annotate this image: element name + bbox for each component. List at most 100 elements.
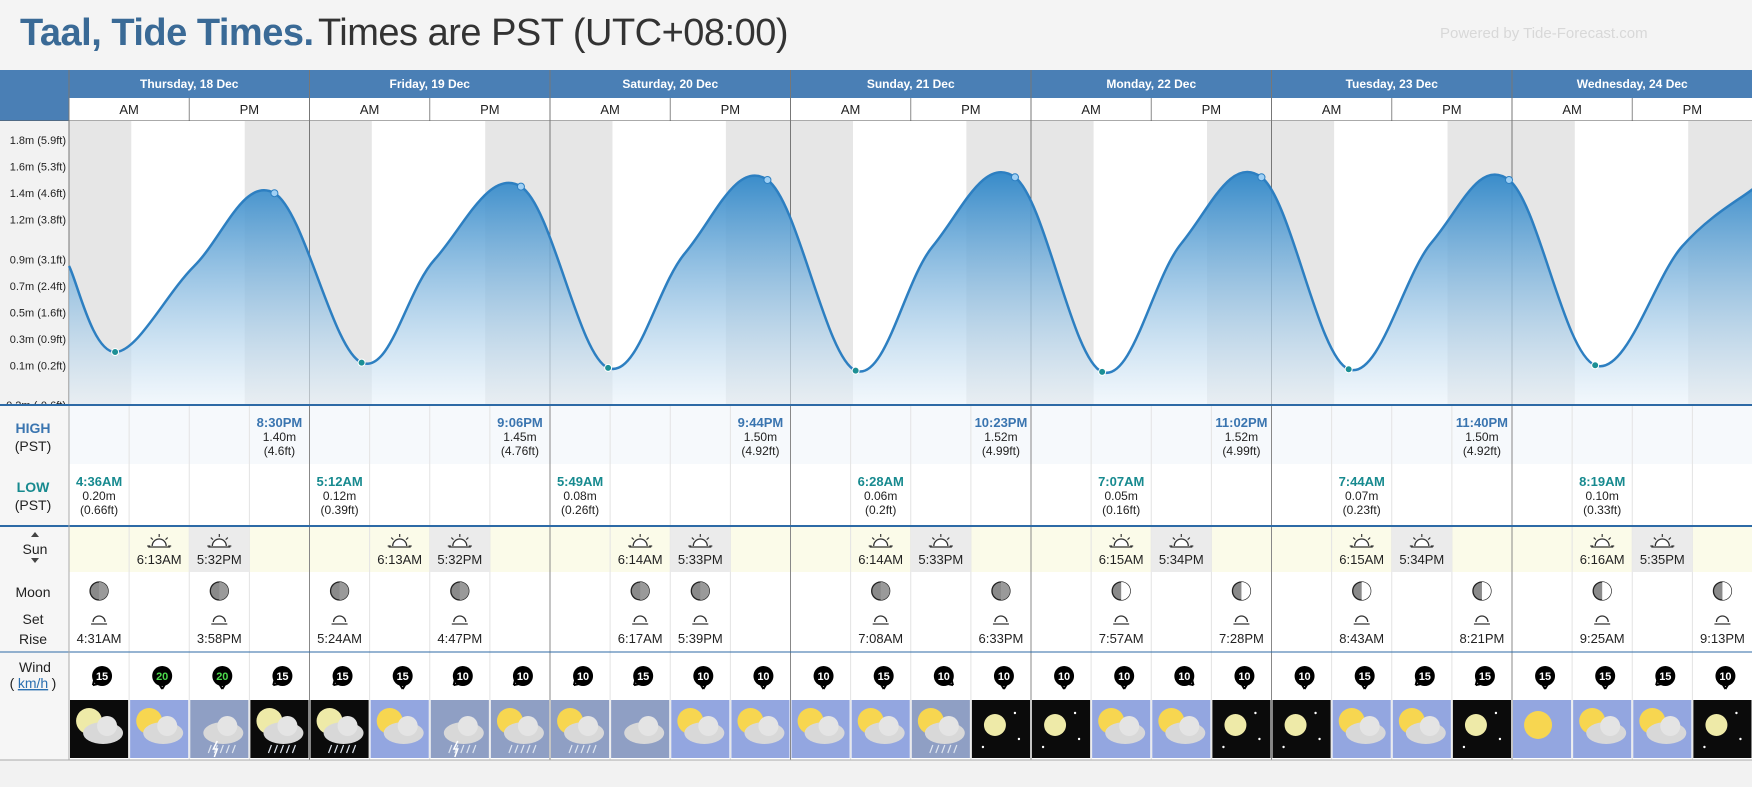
cloud-shape bbox=[517, 716, 538, 736]
cloud-shape bbox=[397, 716, 418, 736]
star bbox=[1462, 745, 1466, 749]
weather-clear-night-icon bbox=[1212, 700, 1271, 758]
sunset-icon bbox=[207, 534, 232, 548]
rain-drop bbox=[340, 744, 345, 754]
cloud-shape bbox=[1359, 716, 1380, 736]
rain-drop bbox=[586, 744, 591, 754]
wind-speed: 10 bbox=[1178, 671, 1190, 683]
weather-sun-cloud-icon bbox=[1332, 700, 1391, 758]
moon-set-time: 4:31AM bbox=[77, 631, 122, 646]
moon-rise-icon bbox=[692, 615, 709, 625]
sunrise-icon bbox=[1109, 534, 1134, 548]
wind-indicator: 15 bbox=[1535, 666, 1556, 690]
wind-speed: 15 bbox=[1539, 671, 1551, 683]
wind-unit-link[interactable]: km/h bbox=[18, 675, 48, 691]
moon-phase-icon bbox=[450, 581, 470, 601]
moon-lit-part bbox=[1361, 582, 1371, 600]
moon-lit-part bbox=[339, 582, 349, 600]
sunset-icon bbox=[928, 534, 953, 548]
moon-phase-icon bbox=[991, 581, 1011, 601]
moon-phase-icon bbox=[89, 581, 109, 601]
rain-drop bbox=[935, 744, 940, 754]
cloud-shape bbox=[1600, 716, 1621, 736]
sun-shape bbox=[1524, 711, 1553, 739]
rain-drop bbox=[580, 744, 585, 754]
high-time: 8:30PM bbox=[257, 415, 303, 430]
wind-arrow-icon bbox=[91, 679, 99, 687]
sun-ray bbox=[931, 537, 935, 541]
rain-drop bbox=[947, 744, 952, 754]
cloud-shape bbox=[698, 716, 719, 736]
y-tick-label: 1.8m (5.9ft) bbox=[10, 135, 66, 147]
moon-arc bbox=[1114, 615, 1128, 623]
high-height-ft: (4.76ft) bbox=[501, 444, 539, 458]
wind-speed: 15 bbox=[276, 671, 288, 683]
wind-arrow-icon bbox=[1187, 679, 1195, 687]
wind-dot bbox=[753, 666, 774, 686]
y-tick-label: 0.5m (1.6ft) bbox=[10, 307, 66, 319]
high-height-ft: (4.6ft) bbox=[264, 444, 295, 458]
moon-set-time: 7:08AM bbox=[858, 631, 903, 646]
day-header-bar bbox=[0, 70, 1752, 98]
moon-set-time: 8:43AM bbox=[1339, 631, 1384, 646]
moon-rise-time: 4:47PM bbox=[437, 631, 482, 646]
weather-clear-night-icon bbox=[1452, 700, 1511, 758]
rain-drop bbox=[267, 744, 272, 754]
weather-overcast-icon bbox=[611, 700, 670, 758]
moon-set-time: 6:17AM bbox=[618, 631, 663, 646]
moon-phase-icon bbox=[1472, 581, 1492, 601]
wind-indicator: 10 bbox=[993, 666, 1014, 690]
y-axis-panel bbox=[0, 121, 69, 405]
cloud-shape bbox=[1179, 716, 1200, 736]
wind-indicator: 20 bbox=[212, 666, 233, 690]
rain-drop bbox=[352, 744, 357, 754]
weather-clear-night-icon bbox=[971, 700, 1030, 758]
star bbox=[1739, 737, 1742, 741]
star bbox=[1077, 737, 1081, 741]
low-row bbox=[0, 464, 1752, 526]
day-label: Thursday, 18 Dec bbox=[140, 77, 239, 91]
sun-ray bbox=[450, 537, 454, 541]
am-label: AM bbox=[1081, 102, 1101, 117]
wind-speed: 10 bbox=[757, 671, 769, 683]
sunrise-time: 6:13AM bbox=[137, 552, 182, 567]
moon-lit-part bbox=[1481, 582, 1491, 600]
rain-drop bbox=[328, 744, 333, 754]
weather-clear-day-icon bbox=[1513, 700, 1572, 758]
sun-ray bbox=[390, 537, 394, 541]
moon-set-icon bbox=[91, 615, 108, 625]
weather-rain-night-icon bbox=[250, 700, 309, 758]
wind-arrow-icon bbox=[946, 679, 954, 687]
weather-sun-cloud-icon bbox=[1573, 700, 1632, 758]
moon-lit-part bbox=[1121, 582, 1131, 600]
moon-arc bbox=[1355, 615, 1369, 623]
weather-storm-icon bbox=[430, 700, 489, 758]
low-time: 7:44AM bbox=[1339, 474, 1385, 489]
wind-dot bbox=[212, 666, 233, 686]
weather-clear-night-icon bbox=[1693, 700, 1752, 758]
moon-set-time: 9:25AM bbox=[1580, 631, 1625, 646]
star bbox=[981, 745, 985, 749]
cloud-shape bbox=[337, 716, 358, 736]
sunset-icon bbox=[1409, 534, 1434, 548]
wind-speed: 10 bbox=[1238, 671, 1250, 683]
high-height-ft: (4.92ft) bbox=[1463, 444, 1501, 458]
day-label: Tuesday, 23 Dec bbox=[1346, 77, 1439, 91]
low-height-m: 0.07m bbox=[1345, 489, 1378, 503]
moon-rise-icon bbox=[1714, 615, 1731, 625]
sun-ray bbox=[225, 537, 229, 541]
day-label: Wednesday, 24 Dec bbox=[1577, 77, 1688, 91]
wind-indicator: 10 bbox=[693, 666, 714, 690]
wind-row-label-cell bbox=[0, 652, 69, 698]
wind-indicator: 10 bbox=[572, 666, 594, 687]
wind-arrow-icon bbox=[1240, 683, 1249, 690]
cloud-shape bbox=[878, 716, 899, 736]
sunrise-time: 6:14AM bbox=[618, 552, 663, 567]
sunset-arc bbox=[933, 538, 949, 547]
cloud-shape bbox=[1419, 716, 1440, 736]
moon-set-icon bbox=[872, 615, 889, 625]
cloud-shape bbox=[818, 716, 839, 736]
moon-arc bbox=[1595, 615, 1609, 623]
moon-set-icon bbox=[1594, 615, 1611, 625]
low-row-tz: (PST) bbox=[15, 497, 52, 513]
